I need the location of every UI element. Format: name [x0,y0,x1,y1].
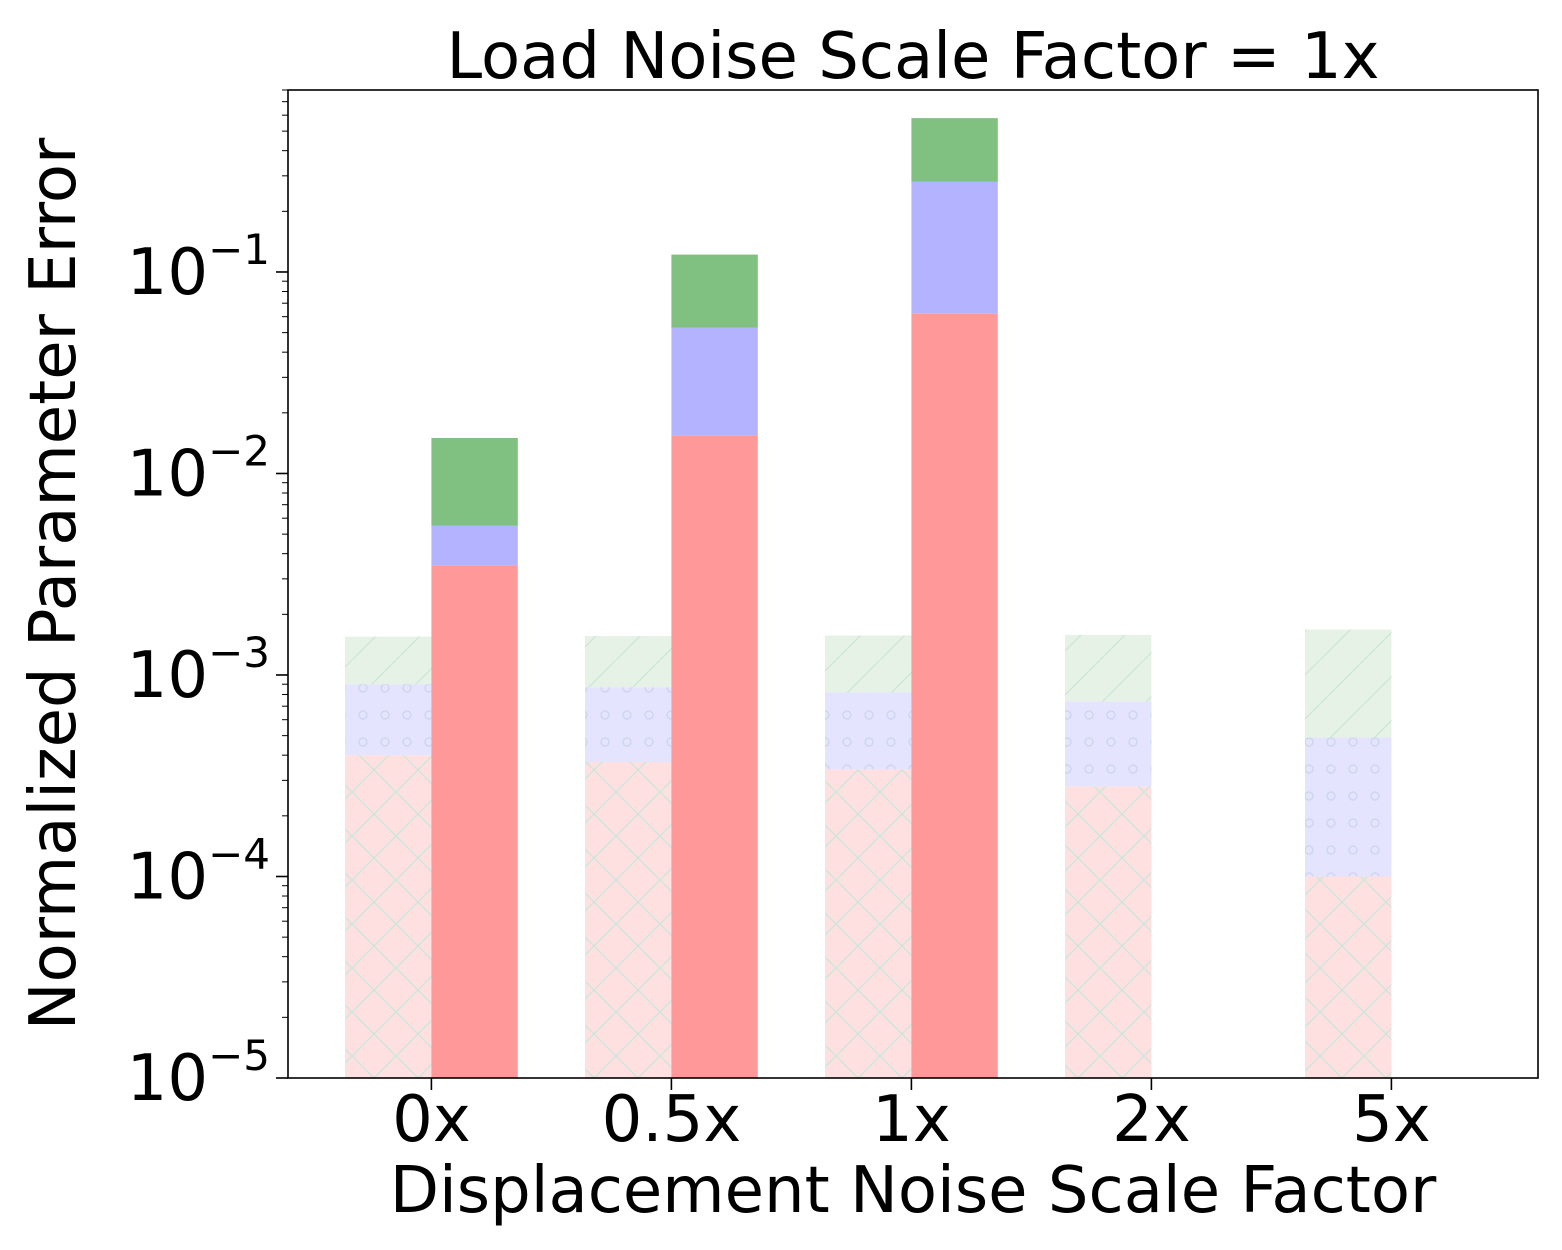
bar-hatched-light-upper-0.5x-hatch [585,636,672,688]
y-tick-label: 10−2 [127,426,270,511]
bar-solid-middle-1x [911,181,998,314]
bar-hatched-light-upper-5x-hatch [1305,629,1392,738]
bar-hatched-light-middle-5x-hatch [1305,737,1392,877]
y-tick-label: 10−3 [127,628,270,713]
bar-hatched-light-lower-1x-hatch [825,769,912,1078]
x-tick-label: 5x [1352,1083,1431,1157]
bars-layer [345,118,1392,1079]
bar-hatched-light-middle-0x-hatch [345,684,432,756]
bar-hatched-light-upper-0x-hatch [345,636,432,685]
bar-solid-lower-1x [911,313,998,1079]
bar-solid-middle-0.5x [671,327,758,436]
bar-hatched-light-middle-0.5x-hatch [585,687,672,762]
bar-hatched-light-upper-2x-hatch [1065,634,1152,702]
bar-solid-lower-0x [431,565,518,1078]
y-tick-label: 10−4 [127,829,270,914]
bar-hatched-light-middle-1x-hatch [825,692,912,770]
bar-hatched-light-upper-1x-hatch [825,635,912,693]
y-tick-label: 10−1 [127,225,270,310]
chart-title: Load Noise Scale Factor = 1x [446,20,1379,94]
x-tick-label: 0.5x [602,1083,742,1157]
bar-solid-lower-0.5x [671,435,758,1078]
bar-hatched-light-lower-0x-hatch [345,755,432,1078]
x-axis: 0x 0.5x 1x 2x 5x [392,1078,1431,1157]
x-tick-label: 0x [392,1083,471,1157]
x-axis-label: Displacement Noise Scale Factor [390,1154,1437,1228]
bar-solid-upper-0x [431,437,518,526]
bar-hatched-light-lower-2x-hatch [1065,786,1152,1078]
y-axis: 10−5 10−4 10−3 10−2 10−1 [127,89,288,1116]
y-axis-label: Normalized Parameter Error [17,137,91,1030]
bar-solid-middle-0x [431,525,518,566]
x-tick-label: 2x [1112,1083,1191,1157]
plot-frame [287,89,1539,1079]
bar-hatched-light-middle-2x-hatch [1065,701,1152,787]
bar-hatched-light-lower-5x-hatch [1305,876,1392,1078]
bar-hatched-light-lower-0.5x-hatch [585,761,672,1078]
x-tick-label: 1x [872,1083,951,1157]
bar-solid-upper-1x [911,118,998,182]
y-tick-label: 10−5 [127,1031,270,1116]
bar-solid-upper-0.5x [671,254,758,328]
